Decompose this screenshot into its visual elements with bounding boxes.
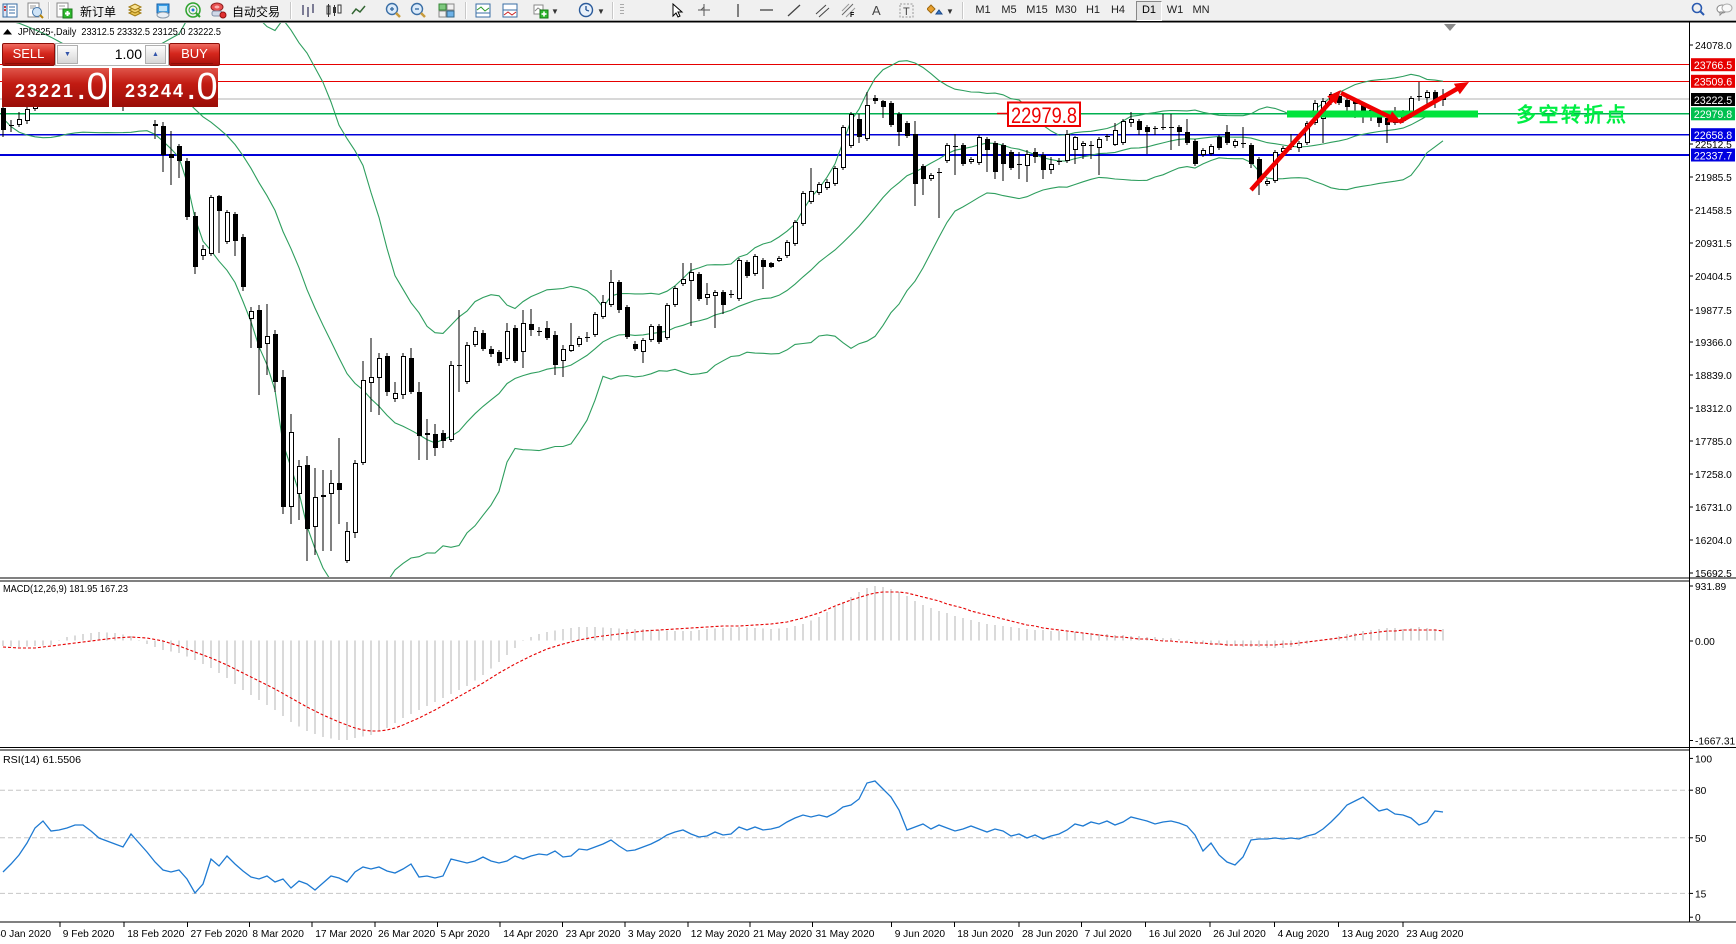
svg-text:24078.0: 24078.0 <box>1695 41 1732 52</box>
svg-text:16 Jul 2020: 16 Jul 2020 <box>1149 929 1202 940</box>
svg-text:30 Jan 2020: 30 Jan 2020 <box>0 929 51 940</box>
svg-text:22512.5: 22512.5 <box>1695 140 1732 151</box>
svg-text:23222.5: 23222.5 <box>1694 95 1732 107</box>
svg-text:9 Feb 2020: 9 Feb 2020 <box>63 929 115 940</box>
svg-text:3 May 2020: 3 May 2020 <box>628 929 682 940</box>
svg-text:22979.8: 22979.8 <box>1011 103 1077 128</box>
svg-text:17 Mar 2020: 17 Mar 2020 <box>315 929 373 940</box>
svg-text:50: 50 <box>1695 834 1707 845</box>
svg-text:31 May 2020: 31 May 2020 <box>816 929 875 940</box>
svg-text:18 Feb 2020: 18 Feb 2020 <box>127 929 185 940</box>
svg-text:931.89: 931.89 <box>1695 582 1726 593</box>
svg-text:20931.5: 20931.5 <box>1695 239 1732 250</box>
svg-text:18839.0: 18839.0 <box>1695 371 1732 382</box>
svg-text:20404.5: 20404.5 <box>1695 272 1732 283</box>
svg-text:0: 0 <box>1695 913 1701 924</box>
svg-text:9 Jun 2020: 9 Jun 2020 <box>895 929 946 940</box>
svg-text:23 Aug 2020: 23 Aug 2020 <box>1406 929 1464 940</box>
svg-text:80: 80 <box>1695 786 1707 797</box>
svg-text:18312.0: 18312.0 <box>1695 404 1732 415</box>
svg-text:28 Jun 2020: 28 Jun 2020 <box>1022 929 1078 940</box>
svg-text:18 Jun 2020: 18 Jun 2020 <box>957 929 1013 940</box>
svg-text:23 Apr 2020: 23 Apr 2020 <box>566 929 621 940</box>
svg-text:23766.5: 23766.5 <box>1694 60 1732 72</box>
svg-text:17785.0: 17785.0 <box>1695 437 1732 448</box>
svg-text:15692.5: 15692.5 <box>1695 569 1732 580</box>
svg-text:0.00: 0.00 <box>1695 637 1715 648</box>
svg-text:26 Jul 2020: 26 Jul 2020 <box>1213 929 1266 940</box>
svg-text:23509.6: 23509.6 <box>1694 77 1732 89</box>
svg-text:-1667.31: -1667.31 <box>1695 737 1736 748</box>
svg-text:MACD(12,26,9) 181.95 167.23: MACD(12,26,9) 181.95 167.23 <box>3 584 128 595</box>
svg-text:JPN225-,Daily 23312.5 23332.5: JPN225-,Daily 23312.5 23332.5 23125.0 23… <box>18 26 221 38</box>
svg-text:100: 100 <box>1695 754 1712 765</box>
svg-text:5 Apr 2020: 5 Apr 2020 <box>440 929 490 940</box>
svg-text:A: A <box>872 3 881 18</box>
svg-text:14 Apr 2020: 14 Apr 2020 <box>503 929 558 940</box>
svg-text:21458.5: 21458.5 <box>1695 206 1732 217</box>
svg-text:4 Aug 2020: 4 Aug 2020 <box>1278 929 1330 940</box>
svg-text:T: T <box>903 6 910 18</box>
svg-text:22979.8: 22979.8 <box>1694 109 1732 121</box>
svg-text:8 Mar 2020: 8 Mar 2020 <box>252 929 304 940</box>
svg-text:22337.7: 22337.7 <box>1694 150 1732 162</box>
svg-text:15: 15 <box>1695 889 1707 900</box>
svg-text:F: F <box>850 12 855 19</box>
svg-text:16731.0: 16731.0 <box>1695 503 1732 514</box>
svg-text:21 May 2020: 21 May 2020 <box>753 929 812 940</box>
svg-text:19877.5: 19877.5 <box>1695 306 1732 317</box>
svg-text:17258.0: 17258.0 <box>1695 470 1732 481</box>
svg-text:22658.8: 22658.8 <box>1694 130 1732 142</box>
svg-text:26 Mar 2020: 26 Mar 2020 <box>378 929 436 940</box>
svg-text:19366.0: 19366.0 <box>1695 338 1732 349</box>
svg-text:27 Feb 2020: 27 Feb 2020 <box>191 929 249 940</box>
svg-text:RSI(14) 61.5506: RSI(14) 61.5506 <box>3 755 81 766</box>
svg-text:13 Aug 2020: 13 Aug 2020 <box>1342 929 1400 940</box>
svg-text:多空转折点: 多空转折点 <box>1516 103 1629 127</box>
svg-text:21985.5: 21985.5 <box>1695 173 1732 184</box>
svg-text:16204.0: 16204.0 <box>1695 536 1732 547</box>
svg-text:12 May 2020: 12 May 2020 <box>691 929 750 940</box>
svg-text:7 Jul 2020: 7 Jul 2020 <box>1085 929 1132 940</box>
